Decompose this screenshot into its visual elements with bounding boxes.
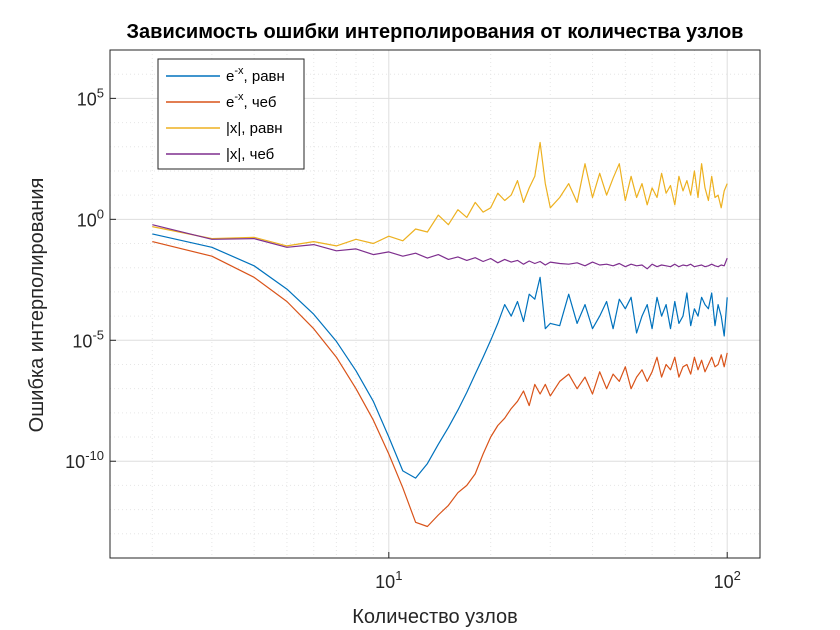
y-tick-label: 100 <box>77 206 104 230</box>
chart-title: Зависимость ошибки интерполирования от к… <box>127 21 744 43</box>
legend-label: |x|, равн <box>226 120 283 137</box>
y-tick-label: 10-5 <box>72 327 104 351</box>
y-tick-label: 105 <box>77 85 104 109</box>
x-tick-label: 101 <box>375 568 402 592</box>
legend: e-x, равн e-x, чеб |x|, равн |x|, чеб <box>157 58 305 170</box>
legend-label: |x|, чеб <box>226 146 274 163</box>
series-line-2 <box>152 241 728 528</box>
series-line-3 <box>152 141 728 247</box>
legend-label: e-x, чеб <box>226 91 276 111</box>
series-line-1 <box>152 233 728 479</box>
series-layer <box>152 141 728 528</box>
series-line-4 <box>152 224 728 270</box>
y-tick-label: 10-10 <box>65 448 104 472</box>
x-axis-label: Количество узлов <box>352 606 518 628</box>
x-tick-label: 102 <box>714 568 741 592</box>
legend-box <box>157 58 305 170</box>
legend-label: e-x, равн <box>226 65 285 85</box>
y-axis-label: Ошибка интерполирования <box>26 178 48 433</box>
plot-frame <box>109 49 761 559</box>
tick-labels: 101 102 10-10 10-5 100 105 <box>65 85 741 592</box>
